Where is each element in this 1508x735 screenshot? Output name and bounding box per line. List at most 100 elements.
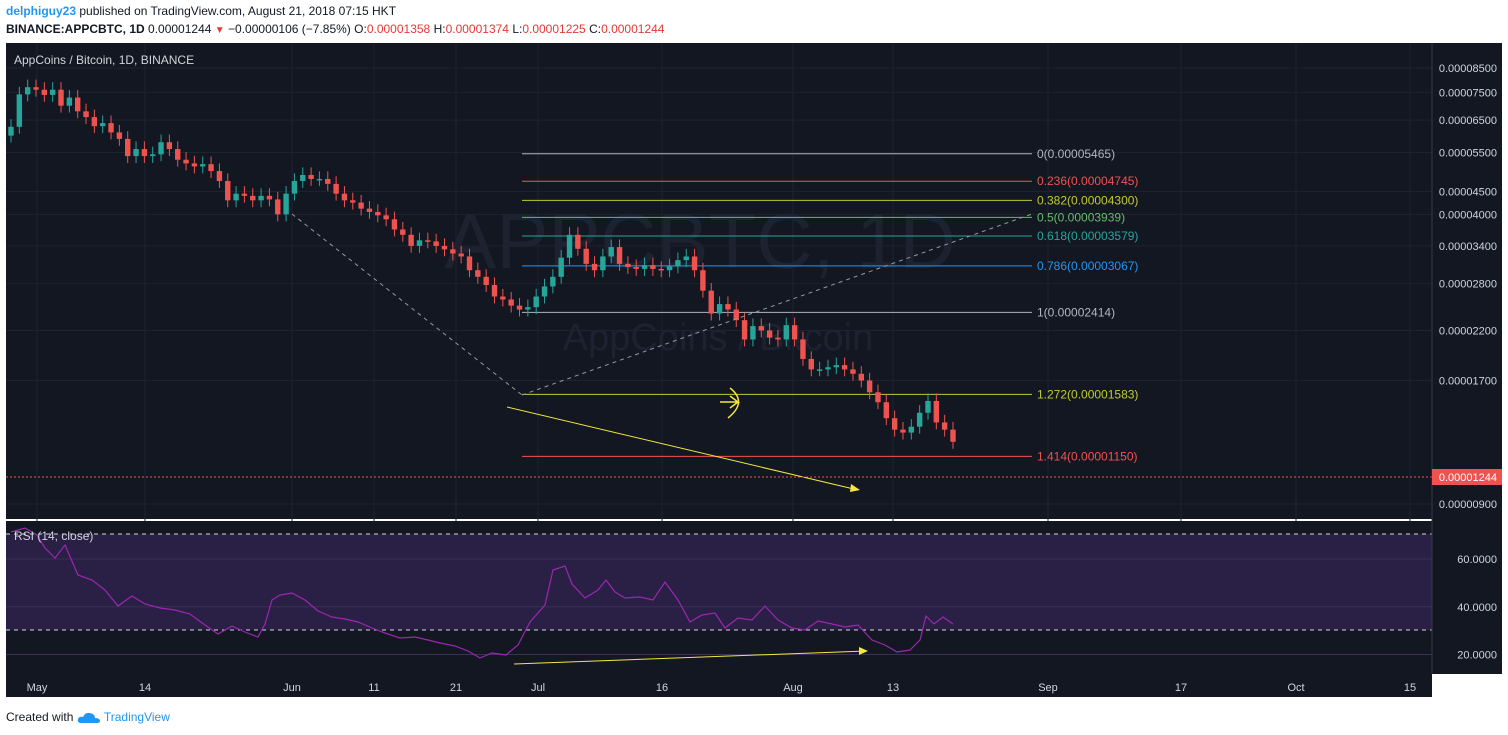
- high-value: 0.00001374: [445, 22, 509, 36]
- price-tick-label: 0.00004000: [1439, 209, 1497, 221]
- publish-header: delphiguy23 published on TradingView.com…: [6, 4, 396, 18]
- time-axis[interactable]: [6, 674, 1432, 697]
- candle-body: [391, 219, 398, 230]
- candle-body: [466, 256, 473, 271]
- rsi-line: [10, 527, 954, 659]
- candle-body: [350, 200, 356, 203]
- candle-body: [74, 97, 81, 112]
- tradingview-logo-icon: [77, 712, 100, 723]
- candle-body: [750, 326, 756, 340]
- candle-body: [741, 320, 748, 340]
- candle-body: [91, 117, 98, 127]
- fib-level-label: 0.236(0.00004745): [1037, 174, 1138, 188]
- candle-body: [24, 87, 31, 95]
- candle-body: [216, 171, 223, 181]
- trend-line-up[interactable]: [521, 213, 1033, 396]
- candle-body: [925, 400, 931, 413]
- candle-body: [83, 111, 89, 118]
- candle-body: [49, 89, 56, 95]
- candle-body: [491, 285, 498, 297]
- time-tick-label: 11: [368, 682, 379, 694]
- candle-body: [583, 248, 589, 264]
- candle-body: [541, 286, 548, 297]
- candle-body: [375, 211, 381, 216]
- candle-body: [708, 290, 714, 314]
- candle-body: [533, 296, 539, 308]
- candle-body: [450, 249, 456, 254]
- candle-body: [591, 263, 598, 271]
- fibonacci-retracement[interactable]: 0(0.00005465) 0.236(0.00004745) 0.382(0.00…: [522, 147, 1138, 464]
- price-tick-label: 0.00007500: [1439, 87, 1497, 99]
- candle-body: [8, 126, 14, 136]
- price-axis[interactable]: [1432, 43, 1502, 674]
- candle-body: [383, 215, 389, 220]
- candle-body: [458, 253, 464, 257]
- fib-level-label: 1.414(0.00001150): [1037, 449, 1138, 463]
- time-tick-label: Aug: [783, 682, 803, 694]
- time-tick-label: 15: [1404, 682, 1416, 694]
- candle-body: [441, 245, 448, 250]
- fib-level-label: 0.382(0.00004300): [1037, 193, 1138, 207]
- watermark-symbol: APPCBTC, 1D: [444, 197, 955, 285]
- last-price-tag-label: 0.00001244: [1439, 472, 1497, 484]
- time-tick-label: Jul: [531, 682, 545, 694]
- candle-body: [841, 365, 848, 370]
- candle-body: [858, 373, 865, 381]
- last-price-tag: [1432, 469, 1502, 485]
- candle-body: [241, 193, 248, 196]
- time-tick-label: 13: [887, 682, 899, 694]
- price-tick-label: 0.00001700: [1439, 376, 1497, 388]
- price-divergence-line[interactable]: [506, 406, 859, 491]
- low-label: L:: [512, 22, 523, 36]
- candle-body: [525, 307, 531, 310]
- candle-body: [600, 256, 606, 271]
- tradingview-link[interactable]: TradingView: [103, 710, 170, 724]
- rsi-tick-label: 60.0000: [1457, 554, 1497, 566]
- candle-body: [158, 142, 164, 155]
- candle-body: [950, 429, 956, 442]
- candle-body: [483, 276, 489, 286]
- candle-body: [266, 195, 273, 200]
- rsi-axis-ticks: 60.0000 40.0000 20.0000: [1457, 554, 1497, 662]
- candle-body: [225, 180, 231, 201]
- rsi-divergence-line[interactable]: [513, 650, 867, 665]
- candle-body: [291, 180, 298, 194]
- trend-line-down[interactable]: [291, 213, 523, 396]
- candle-body: [208, 164, 214, 172]
- price-tick-label: 0.00006500: [1439, 115, 1497, 127]
- candle-body: [650, 265, 656, 269]
- candle-body: [725, 304, 731, 310]
- candle-body: [41, 89, 48, 95]
- grid-lines: [6, 43, 1432, 674]
- candle-body: [416, 240, 423, 246]
- candle-body: [516, 305, 523, 310]
- open-value: 0.00001358: [366, 22, 431, 36]
- price-axis-ticks: 0.00008500 0.00007500 0.00006500 0.00005500…: [1439, 63, 1497, 511]
- candle-body: [508, 299, 514, 306]
- candle-body: [683, 256, 689, 261]
- candle-body: [191, 163, 198, 167]
- candle-body: [275, 199, 281, 215]
- price-tick-label: 0.00000900: [1439, 499, 1497, 511]
- candle-body: [575, 234, 581, 249]
- candle-body: [808, 358, 814, 370]
- candle-body: [783, 325, 789, 340]
- candle-body: [550, 276, 556, 287]
- candle-body: [566, 234, 573, 258]
- rsi-tick-label: 40.0000: [1457, 602, 1497, 614]
- candles: [8, 79, 956, 449]
- time-tick-label: Oct: [1287, 682, 1304, 694]
- rsi-band: [6, 534, 1432, 630]
- time-tick-label: Sep: [1038, 682, 1058, 694]
- rsi-arrow-head-icon: [859, 647, 868, 655]
- candle-body: [908, 426, 915, 433]
- candle-body: [333, 183, 339, 194]
- fib-level-label: 1(0.00002414): [1037, 305, 1115, 319]
- author-link[interactable]: delphiguy23: [6, 4, 77, 18]
- candle-body: [850, 369, 856, 374]
- candle-body: [700, 270, 706, 291]
- close-value: 0.00001244: [601, 22, 665, 36]
- candle-body: [125, 138, 131, 157]
- candle-body: [616, 247, 623, 264]
